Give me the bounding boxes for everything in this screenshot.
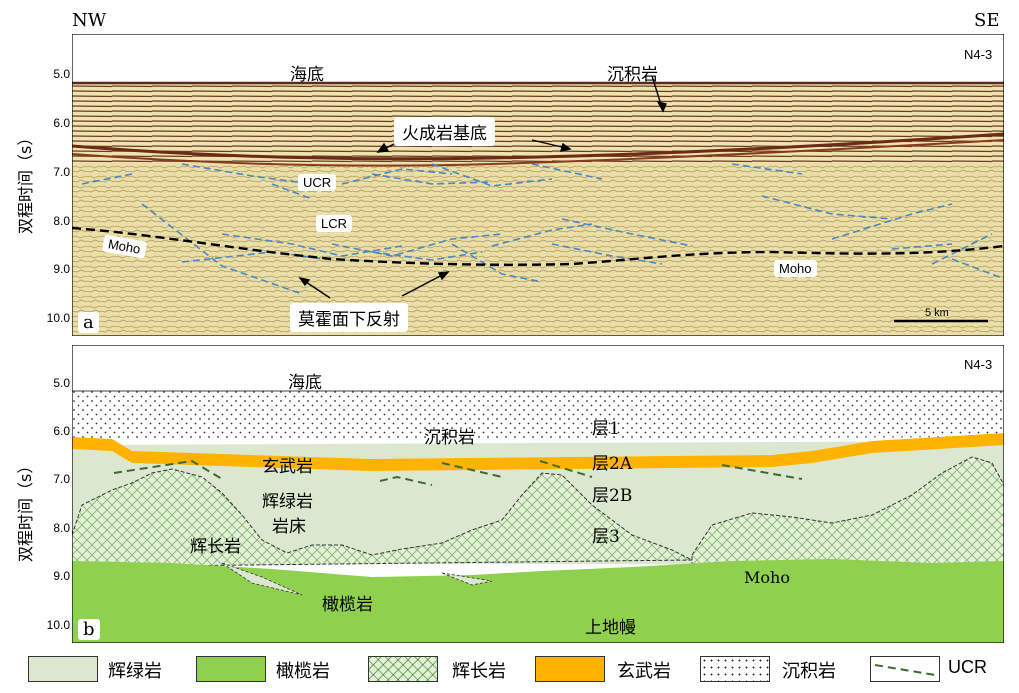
panel-b-layer1-label: 层1 — [592, 419, 620, 439]
panel-b-id: N4-3 — [964, 357, 993, 372]
panel-b-letter: b — [78, 619, 100, 640]
panel-a-tick: 6.0 — [53, 116, 70, 130]
panel-a-tick: 5.0 — [53, 67, 70, 81]
legend-label-diabase: 辉绿岩 — [108, 661, 162, 682]
legend-label-sediment: 沉积岩 — [782, 661, 836, 682]
legend-swatch-peridotite — [196, 656, 266, 682]
panel-b-layer3-label: 层3 — [592, 527, 620, 547]
panel-a-letter: a — [78, 312, 99, 333]
panel-a-moho-right-label: Moho — [774, 260, 817, 277]
ucr-dash-icon — [874, 664, 936, 676]
panel-a-tick: 10.0 — [46, 311, 70, 325]
panel-a-sediment-label: 沉积岩 — [607, 65, 658, 85]
panel-b-layer2b-label: 层2B — [592, 486, 633, 506]
panel-a-basement-label: 火成岩基底 — [394, 117, 495, 146]
panel-a-id: N4-3 — [964, 47, 993, 62]
panel-a-ylabel: 双程时间（s） — [16, 129, 35, 234]
legend-swatch-diabase — [28, 656, 98, 682]
panel-b-gabbro-label: 辉长岩 — [190, 537, 241, 557]
panel-b-peridotite-label: 橄榄岩 — [322, 595, 373, 615]
legend-swatch-gabbro — [368, 656, 438, 682]
panel-a-scale-label: 5 km — [925, 307, 949, 319]
panel-b-tick: 9.0 — [53, 569, 70, 583]
panel-a-lcr-label: LCR — [316, 215, 353, 232]
panel-b-moho-label: Moho — [744, 568, 790, 587]
panel-b-sill-label: 岩床 — [272, 517, 306, 537]
legend-label-peridotite: 橄榄岩 — [276, 661, 330, 682]
panel-b-seafloor-label: 海底 — [288, 373, 322, 393]
legend-swatch-basalt — [535, 656, 605, 682]
panel-b-upper-mantle-label: 上地幔 — [585, 618, 636, 638]
legend-swatch-sediment — [700, 656, 770, 682]
panel-b-ylabel: 双程时间（s） — [16, 457, 35, 562]
panel-a-seafloor-label: 海底 — [290, 65, 324, 85]
legend-label-ucr: UCR — [948, 657, 987, 677]
panel-b-tick: 7.0 — [53, 472, 70, 486]
panel-b-interpretation — [72, 345, 1004, 643]
panel-a-tick: 9.0 — [53, 262, 70, 276]
panel-a-sub-moho-label: 莫霍面下反射 — [290, 303, 408, 332]
legend-label-basalt: 玄武岩 — [617, 661, 671, 682]
panel-b-basalt-label: 玄武岩 — [262, 457, 313, 477]
panel-b-layer2a-label: 层2A — [592, 454, 633, 474]
se-label: SE — [974, 10, 1000, 31]
panel-a-tick: 7.0 — [53, 165, 70, 179]
nw-label: NW — [72, 10, 107, 31]
panel-b-tick: 5.0 — [53, 376, 70, 390]
panel-a-ucr-label: UCR — [298, 174, 337, 191]
panel-a-seismic-section — [72, 34, 1004, 336]
legend-label-gabbro: 辉长岩 — [452, 661, 506, 682]
panel-b-diabase-label: 辉绿岩 — [262, 492, 313, 512]
panel-b-sediment-label: 沉积岩 — [424, 428, 475, 448]
panel-b-tick: 10.0 — [46, 618, 70, 632]
legend-swatch-ucr — [870, 656, 940, 682]
panel-a-tick: 8.0 — [53, 214, 70, 228]
panel-b-tick: 8.0 — [53, 521, 70, 535]
panel-b-tick: 6.0 — [53, 424, 70, 438]
